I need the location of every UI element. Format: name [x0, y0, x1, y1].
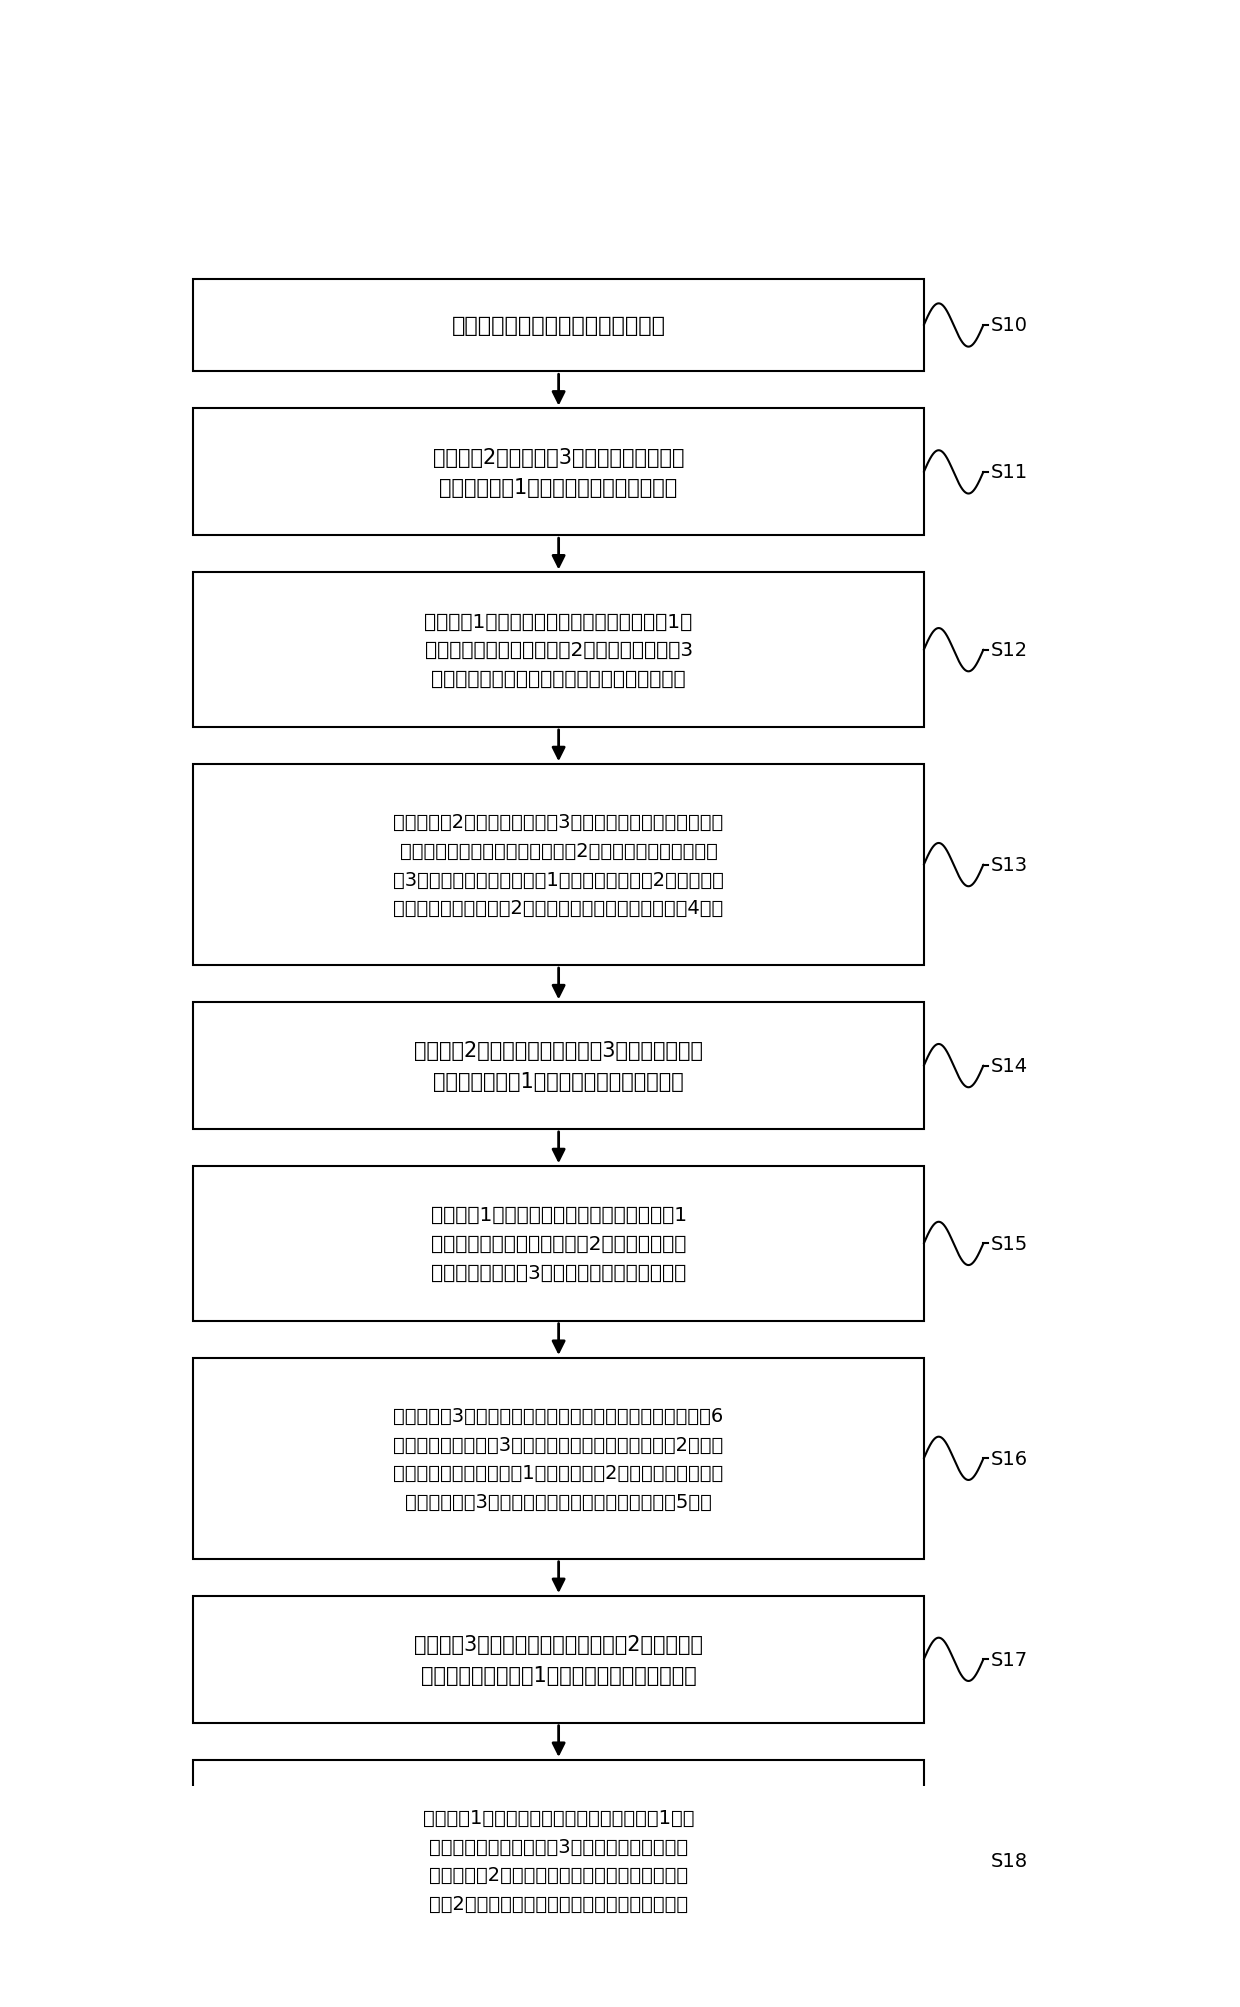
Text: 车辆启动后，变速箱自动调整为一挡: 车辆启动后，变速箱自动调整为一挡 [451, 315, 666, 335]
Text: 在第一马达2的排量和第二马达3的排量分别减小至第一预设排
量和第二预设排量时，将第一马达2的排量调整为零，第二马
达3以最大排量工作，变量泵1以根据上述公式（2: 在第一马达2的排量和第二马达3的排量分别减小至第一预设排 量和第二预设排量时，将… [393, 813, 724, 917]
Bar [193, 279, 924, 371]
Text: 在第二马达3的排量减小至第三预设排量时，先将第三离合器6
接合，再将第二马达3的排量调整至零，并将第一马达2的排量
调整至最大排量，变量泵1以根据公式（2）计算: 在第二马达3的排量减小至第三预设排量时，先将第三离合器6 接合，再将第二马达3的… [393, 1407, 724, 1511]
Text: 第一马达2和第二马达3均以相应的最大排量
工作，变量泵1的排量以第一预设速率增大: 第一马达2和第二马达3均以相应的最大排量 工作，变量泵1的排量以第一预设速率增大 [433, 448, 684, 498]
Text: S14: S14 [991, 1056, 1028, 1076]
Bar [193, 765, 924, 965]
Text: 第一马达2保持零排量，第二马达3保持以其最大排
量工作，变量泵1的排量以第四预设速率增大: 第一马达2保持零排量，第二马达3保持以其最大排 量工作，变量泵1的排量以第四预设… [414, 1042, 703, 1092]
Text: 在变量泵1的排量达到其最大排量后，变量泵1
以其最大排量工作，第一马达2继续保持以零排
量工作，第二马达3的排量以第五预设速率减小: 在变量泵1的排量达到其最大排量后，变量泵1 以其最大排量工作，第一马达2继续保持… [430, 1206, 687, 1282]
Bar [193, 574, 924, 729]
Text: S18: S18 [991, 1850, 1028, 1871]
Bar [193, 1359, 924, 1559]
Text: S13: S13 [991, 855, 1028, 875]
Bar [193, 1596, 924, 1722]
Text: S10: S10 [991, 317, 1028, 335]
Text: 第二马达3保持保持零排量，第一马达2保持以其最
大排量工作，变量泵1的排量以第六预设速率增大: 第二马达3保持保持零排量，第一马达2保持以其最 大排量工作，变量泵1的排量以第六… [414, 1634, 703, 1684]
Bar [193, 1166, 924, 1321]
Text: S12: S12 [991, 640, 1028, 660]
Text: S15: S15 [991, 1234, 1028, 1252]
Text: S17: S17 [991, 1650, 1028, 1670]
Text: S11: S11 [991, 464, 1028, 482]
Bar [193, 1004, 924, 1130]
Bar [193, 1760, 924, 1961]
Text: 在变量泵1的排量达到其最大排量后，变量泵1以其
最大排量工作，第二马达3继续保持以零排量工作
，第一马达2的排量以第七预设速率减小；在第一
马达2的排量达到第四: 在变量泵1的排量达到其最大排量后，变量泵1以其 最大排量工作，第二马达3继续保持… [423, 1808, 694, 1913]
Text: S16: S16 [991, 1449, 1028, 1467]
Text: 在变量泵1的排量达到其最大排量后，变量泵1以
其最大排量工作，第一马达2的排量和第二马达3
的排量分别以第二预设速率和第三预设速率减小: 在变量泵1的排量达到其最大排量后，变量泵1以 其最大排量工作，第一马达2的排量和… [424, 612, 693, 688]
Bar [193, 409, 924, 536]
